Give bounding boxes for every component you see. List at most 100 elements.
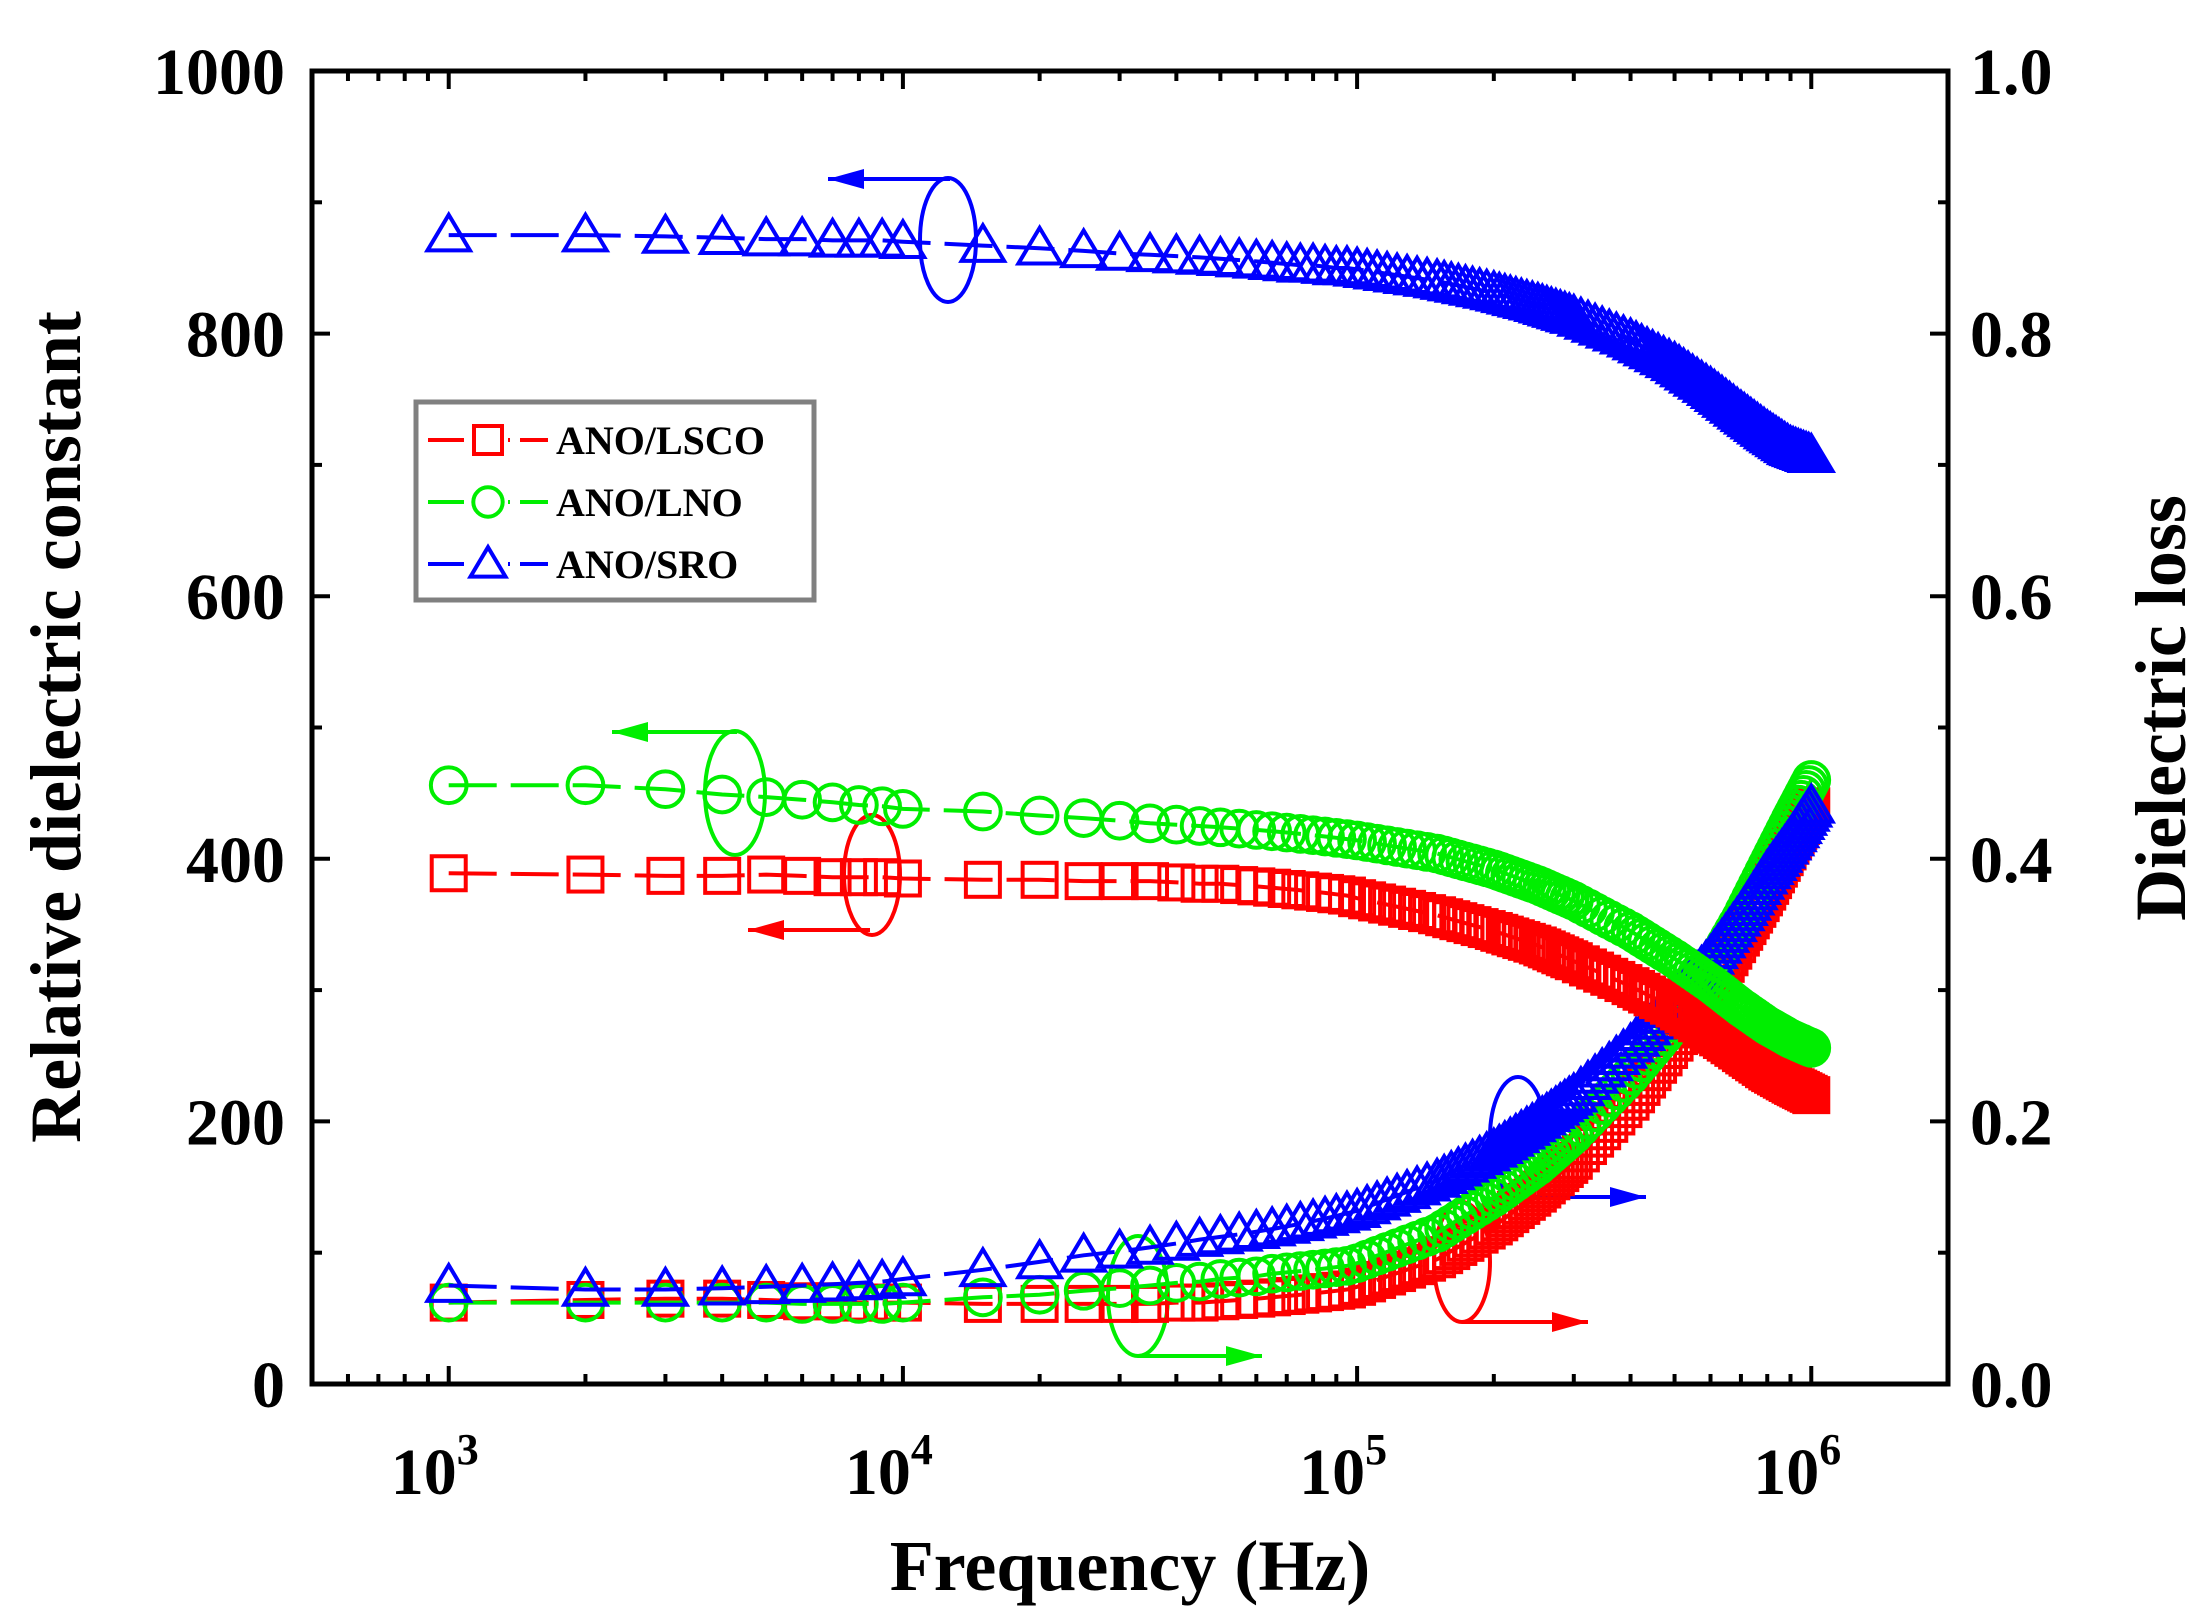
annotation-ellipse-sro-constant <box>918 176 978 304</box>
data-point <box>958 221 1008 263</box>
x-tick-label: 105 <box>1299 1425 1387 1509</box>
x-tick-label: 106 <box>1753 1425 1841 1509</box>
y-left-tick-label: 0 <box>252 1349 285 1422</box>
data-point <box>1327 1270 1366 1309</box>
data-point <box>1676 358 1727 400</box>
data-point <box>702 774 743 815</box>
data-point <box>697 213 747 256</box>
y-right-tick-label: 0.0 <box>1970 1349 2053 1422</box>
data-point <box>1388 889 1427 928</box>
data-point <box>1236 810 1277 850</box>
y-left-tick-label: 600 <box>186 561 285 634</box>
data-point <box>1252 811 1292 852</box>
data-point <box>697 1263 747 1306</box>
data-point <box>963 1277 1003 1318</box>
y-axis-left-ticks: 0 200 400 600 800 1000 <box>153 36 330 1422</box>
arrow-head <box>1552 1312 1588 1332</box>
arrow-head <box>1610 1187 1646 1207</box>
legend-label: ANO/LSCO <box>556 418 765 463</box>
data-point <box>1130 803 1170 844</box>
data-point <box>1156 804 1197 845</box>
data-point <box>1788 1026 1829 1067</box>
data-point <box>1058 226 1109 269</box>
data-point <box>1305 816 1345 857</box>
data-point <box>640 212 691 254</box>
data-point <box>566 855 605 894</box>
data-point <box>878 1254 928 1297</box>
data-point <box>1231 1207 1282 1249</box>
data-point <box>1019 795 1060 836</box>
data-point <box>1020 860 1059 899</box>
data-point <box>1591 309 1642 352</box>
data-point <box>1368 885 1407 924</box>
y-right-tick-label: 0.8 <box>1970 299 2053 372</box>
data-point <box>1180 864 1219 903</box>
data-point <box>1338 879 1377 918</box>
y-left-tick-label: 1000 <box>153 36 285 109</box>
y-right-tick-label: 0.6 <box>1970 561 2053 634</box>
data-point <box>1180 1283 1219 1322</box>
legend-label: ANO/SRO <box>556 542 738 587</box>
x-tick-label: 104 <box>845 1425 933 1509</box>
y-left-tick-label: 800 <box>186 299 285 372</box>
y-axis-right-ticks: 0.0 0.2 0.4 0.6 0.8 1.0 <box>1930 36 2053 1422</box>
axes-layer: 103 104 105 106 0 200 400 600 800 1000 0.0 0.2 0.4… <box>153 36 2053 1509</box>
data-point <box>777 214 827 257</box>
data-point <box>1247 1204 1297 1247</box>
data-point <box>645 769 686 810</box>
data-point <box>1151 231 1202 274</box>
data-point <box>1014 1237 1065 1280</box>
data-point <box>1094 1227 1145 1269</box>
data-point <box>429 854 468 893</box>
data-point <box>883 789 923 829</box>
data-point <box>1099 800 1140 841</box>
data-point <box>1633 330 1683 373</box>
data-point <box>958 1245 1008 1288</box>
data-point <box>813 858 852 897</box>
data-point <box>1577 304 1627 346</box>
data-point <box>839 785 879 825</box>
data-point <box>1266 1252 1307 1293</box>
series-line <box>448 233 1813 458</box>
data-point <box>839 858 878 897</box>
annotation-ellipse-lsco-constant <box>842 813 902 937</box>
data-point <box>963 791 1003 832</box>
data-point <box>1099 1268 1140 1309</box>
data-point <box>1584 1039 1635 1082</box>
data-point <box>839 1284 879 1324</box>
data-point <box>1125 1223 1175 1265</box>
data-point <box>1305 1248 1345 1289</box>
series-ano-sro-constant <box>423 210 1837 474</box>
data-point <box>862 1284 902 1324</box>
data-point <box>1100 862 1139 901</box>
annotation-arrow-left-sro <box>828 169 950 189</box>
data-point <box>1570 301 1620 343</box>
y-axis-left-title: Relative dielectric constant <box>16 311 96 1143</box>
data-point <box>1378 887 1417 926</box>
series-ano-lsco-constant <box>429 854 1831 1115</box>
data-point <box>640 1265 691 1307</box>
legend-label: ANO/LNO <box>556 480 743 525</box>
data-point <box>812 782 853 823</box>
data-point <box>1131 862 1170 901</box>
data-point <box>1156 1263 1197 1303</box>
data-point <box>1094 229 1145 271</box>
data-point <box>883 1282 923 1323</box>
data-point <box>1100 1284 1139 1323</box>
data-point <box>1783 786 1834 828</box>
x-axis-title: Frequency (Hz) <box>890 1526 1371 1606</box>
data-point <box>862 786 902 827</box>
data-point <box>1358 883 1397 922</box>
data-point <box>1195 1212 1246 1255</box>
data-point <box>883 859 922 898</box>
data-point <box>1125 230 1175 273</box>
data-point <box>560 1265 611 1307</box>
data-point <box>1179 806 1220 846</box>
data-point <box>1174 233 1225 275</box>
data-point <box>1130 1265 1170 1306</box>
data-point <box>1214 1210 1264 1252</box>
data-point <box>777 1261 827 1303</box>
data-point <box>423 210 474 253</box>
data-point <box>703 856 742 895</box>
